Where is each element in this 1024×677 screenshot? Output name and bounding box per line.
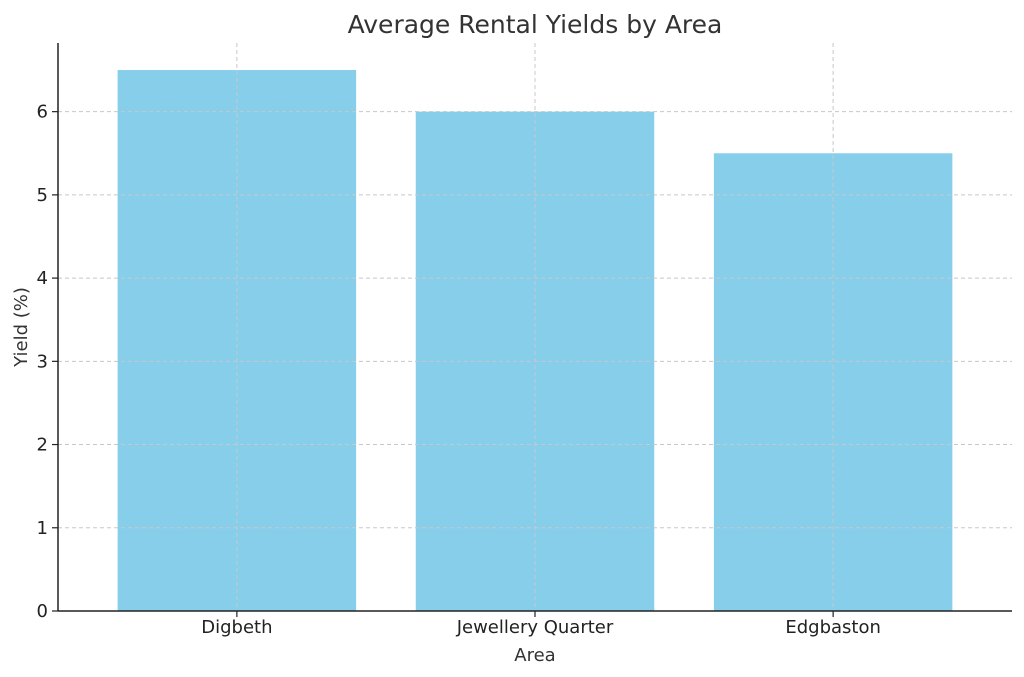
chart-title: Average Rental Yields by Area [348, 10, 723, 39]
x-axis-label: Area [514, 645, 555, 666]
y-axis-label: Yield (%) [11, 287, 32, 368]
y-tick-label: 3 [37, 351, 48, 372]
y-tick-label: 0 [37, 601, 48, 622]
x-tick-label: Digbeth [201, 617, 272, 638]
grid-layer [58, 43, 1012, 611]
x-tick-label: Edgbaston [785, 617, 881, 638]
y-tick-label: 6 [37, 102, 48, 123]
y-tick-label: 2 [37, 435, 48, 456]
x-tick-label: Jewellery Quarter [456, 617, 614, 638]
tick-layer: 0 1 2 3 4 5 6 Digbeth Jewellery Quarter Edgbaston [37, 102, 881, 638]
y-tick-label: 4 [37, 268, 48, 289]
y-tick-label: 1 [37, 518, 48, 539]
y-tick-label: 5 [37, 185, 48, 206]
